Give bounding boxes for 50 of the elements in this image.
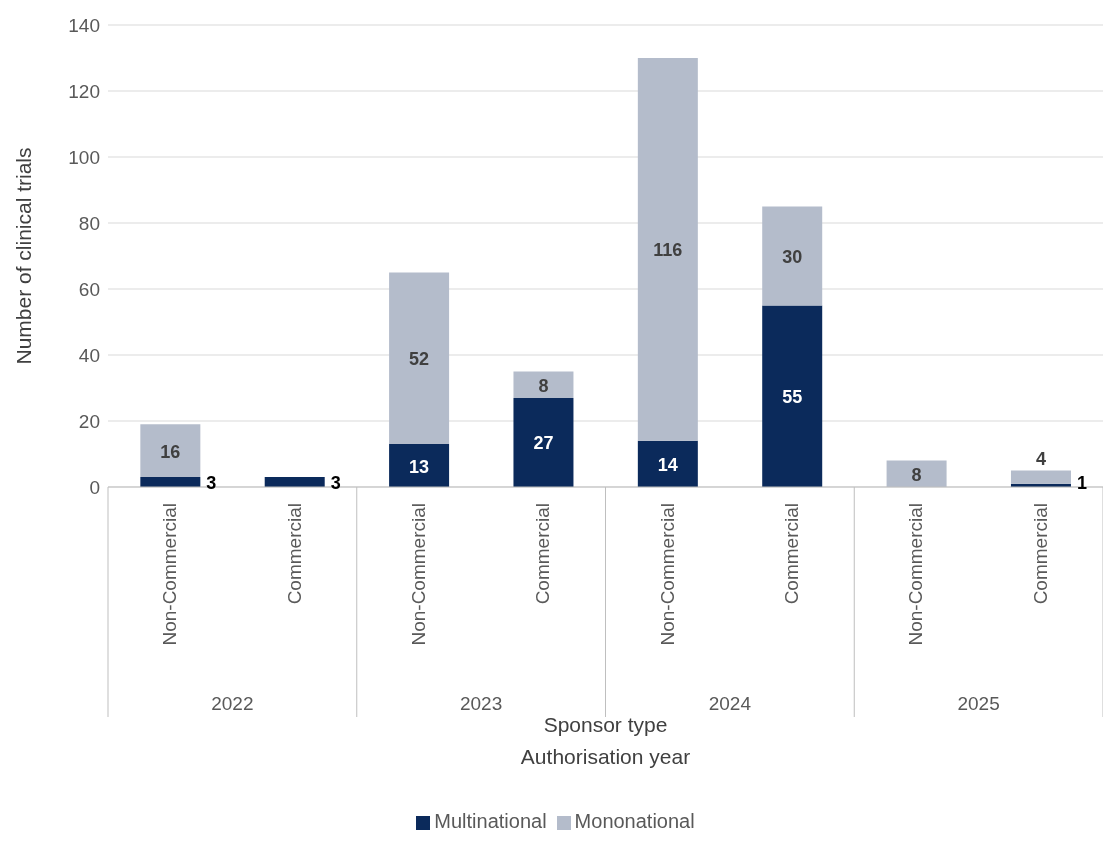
y-tick-label: 80 <box>78 212 100 234</box>
y-tick-label: 140 <box>68 14 100 36</box>
data-label: 55 <box>782 387 803 408</box>
data-label: 30 <box>782 247 803 267</box>
y-tick-label: 20 <box>78 410 100 432</box>
data-label: 4 <box>1035 448 1046 469</box>
y-tick-label: 0 <box>89 476 100 498</box>
data-label: 116 <box>653 240 683 261</box>
y-tick-label: 60 <box>78 278 100 300</box>
y-tick-label: 120 <box>68 80 100 102</box>
text: 2025 <box>957 693 1000 714</box>
data-label: 52 <box>409 349 430 370</box>
x-tick-label: Non-Commercial <box>159 503 181 646</box>
x-tick-label: Non-Commercial <box>905 503 927 646</box>
data-label: 8 <box>538 375 549 396</box>
x-axis-title: Sponsor type Authorisation year <box>520 713 691 768</box>
x-tick-label: Commercial <box>283 503 305 605</box>
bar <box>140 424 201 478</box>
legend-label: Multinational <box>434 810 547 832</box>
bar <box>140 477 201 487</box>
x-tick-label: Commercial <box>781 503 803 605</box>
x-tick-label: Commercial <box>532 503 554 605</box>
bar <box>264 477 325 487</box>
bar <box>762 206 823 306</box>
bar <box>1010 470 1071 484</box>
text: 2023 <box>459 693 503 714</box>
data-label: 27 <box>533 433 554 454</box>
data-label: 13 <box>409 456 430 477</box>
bar <box>762 305 823 487</box>
y-tick-label: 40 <box>78 344 100 366</box>
data-label: 3 <box>330 473 341 493</box>
bar <box>637 440 698 487</box>
text: 2022 <box>211 693 254 714</box>
data-label: 1 <box>1076 473 1087 493</box>
y-axis-title: Number of clinical trials <box>12 147 36 365</box>
bar <box>513 397 574 487</box>
x-tick-label: Non-Commercial <box>407 503 429 646</box>
data-label: 14 <box>657 454 678 475</box>
data-label: 16 <box>160 441 181 462</box>
x-tick-label: Commercial <box>1029 503 1051 605</box>
x-tick-label: Non-Commercial <box>656 503 678 646</box>
bar <box>637 58 698 441</box>
data-label: 8 <box>911 464 922 485</box>
bar <box>513 371 574 398</box>
legend-label: Mononational <box>574 810 695 832</box>
bar <box>389 272 450 445</box>
y-tick-label: 100 <box>68 146 100 168</box>
data-label: 3 <box>206 473 217 493</box>
bar <box>389 444 450 487</box>
text: 2024 <box>708 693 752 714</box>
